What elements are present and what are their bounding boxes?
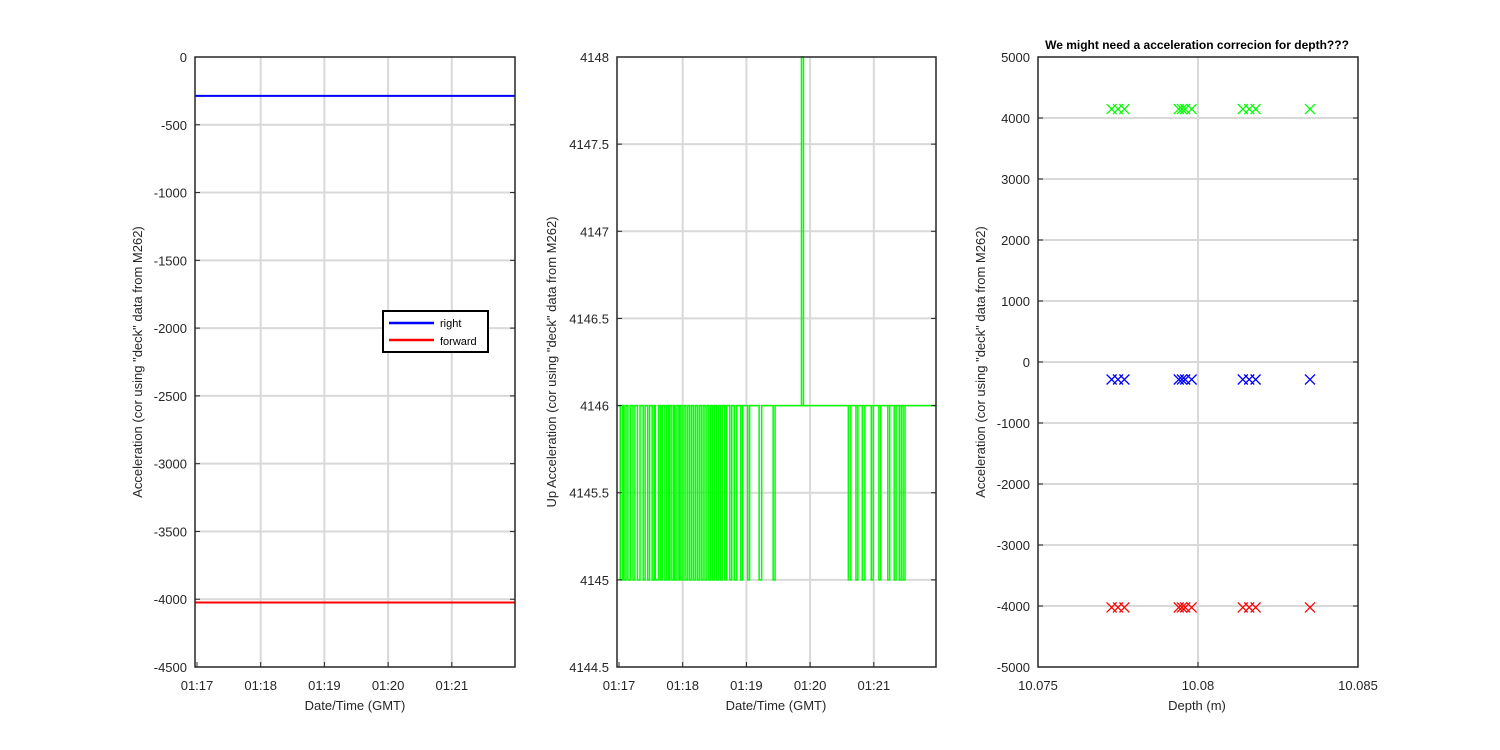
x-tick-label: 01:17 — [181, 678, 214, 693]
scatter-point-forward — [1250, 602, 1262, 613]
scatter-point-up — [1250, 103, 1262, 115]
panel-1-ticks: 01:17 01:18 01:19 01:20 01:21 0 -500 -1000 -1500… — [154, 50, 515, 693]
y-tick-label: 4146 — [580, 399, 609, 414]
x-tick-label: 01:18 — [666, 678, 699, 693]
legend-box — [382, 310, 489, 353]
scatter-point-forward — [1186, 602, 1198, 613]
y-tick-label: 4000 — [1001, 111, 1030, 126]
panel-2: 01:17 01:18 01:19 01:20 01:21 4148 4147.5 4147 4… — [544, 50, 937, 713]
panel-1: 01:17 01:18 01:19 01:20 01:21 0 -500 -1000 -1500… — [130, 50, 516, 713]
scatter-point-up — [1176, 103, 1188, 115]
scatter-point-forward — [1118, 602, 1130, 613]
panel-3-ticks: 10.075 10.08 10.085 5000 4000 3000 2000 1000 0 -1… — [997, 50, 1378, 693]
panel-1-grid — [195, 57, 515, 667]
panel-2-xlabel: Date/Time (GMT) — [726, 698, 827, 713]
panel-3-xlabel: Depth (m) — [1168, 698, 1226, 713]
x-tick-label: 01:21 — [858, 678, 891, 693]
scatter-point-up — [1186, 103, 1198, 115]
y-tick-label: -2000 — [154, 321, 187, 336]
y-tick-label: 3000 — [1001, 172, 1030, 187]
y-tick-label: 4148 — [580, 50, 609, 65]
y-tick-label: -3000 — [997, 538, 1030, 553]
panel-2-ticks: 01:17 01:18 01:19 01:20 01:21 4148 4147.5 4147 4… — [569, 50, 936, 693]
scatter-point-up — [1304, 103, 1316, 115]
x-tick-label: 01:20 — [794, 678, 827, 693]
x-tick-label: 01:21 — [436, 678, 469, 693]
scatter-point-right — [1118, 374, 1130, 385]
x-tick-label: 01:18 — [244, 678, 277, 693]
y-tick-label: -4000 — [154, 592, 187, 607]
y-tick-label: -1000 — [154, 186, 187, 201]
y-tick-label: 4145 — [580, 573, 609, 588]
y-tick-label: 4145.5 — [569, 486, 609, 501]
panel-3-ylabel: Acceleration (cor using "deck" data from… — [973, 226, 988, 498]
x-tick-label: 10.08 — [1182, 678, 1215, 693]
y-tick-label: -1500 — [154, 253, 187, 268]
x-tick-label: 01:17 — [603, 678, 636, 693]
y-tick-label: -2000 — [997, 477, 1030, 492]
y-tick-label: -3000 — [154, 457, 187, 472]
panel-2-frame — [616, 56, 937, 668]
y-tick-label: -4500 — [154, 660, 187, 675]
panel-2-series — [617, 56, 936, 581]
panel-1-background — [195, 57, 515, 667]
scatter-point-forward — [1176, 602, 1188, 613]
y-tick-label: 0 — [1023, 355, 1030, 370]
legend-right-label: right — [440, 318, 461, 330]
panel-3-series — [1106, 103, 1316, 613]
y-tick-label: 1000 — [1001, 294, 1030, 309]
x-tick-label: 01:19 — [308, 678, 341, 693]
scatter-point-right — [1186, 374, 1198, 385]
panel-1-xlabel: Date/Time (GMT) — [305, 698, 406, 713]
x-tick-label: 01:20 — [372, 678, 405, 693]
y-tick-label: 4146.5 — [569, 311, 609, 326]
panel-1-series — [195, 94, 515, 604]
scatter-point-right — [1304, 374, 1316, 385]
y-tick-label: 4147 — [580, 224, 609, 239]
y-tick-label: -2500 — [154, 389, 187, 404]
panel-1-frame — [194, 56, 516, 668]
x-tick-label: 01:19 — [730, 678, 763, 693]
y-tick-label: 0 — [180, 50, 187, 65]
y-tick-label: -500 — [161, 118, 187, 133]
legend-forward-label: forward — [440, 336, 477, 348]
panel-2-ylabel: Up Acceleration (cor using "deck" data f… — [544, 216, 559, 507]
y-tick-label: -3500 — [154, 524, 187, 539]
scatter-point-right — [1176, 374, 1188, 385]
scatter-point-right — [1250, 374, 1262, 385]
y-tick-label: 5000 — [1001, 50, 1030, 65]
scatter-point-up — [1118, 103, 1130, 115]
y-tick-label: -5000 — [997, 660, 1030, 675]
y-tick-label: 4144.5 — [569, 660, 609, 675]
x-tick-label: 10.075 — [1018, 678, 1058, 693]
scatter-point-forward — [1304, 602, 1316, 613]
y-tick-label: -1000 — [997, 416, 1030, 431]
panel-1-legend: right forward — [382, 310, 489, 353]
y-tick-label: 4147.5 — [569, 137, 609, 152]
y-tick-label: -4000 — [997, 599, 1030, 614]
panel-1-ylabel: Acceleration (cor using "deck" data from… — [130, 226, 145, 498]
series-line-up — [617, 56, 936, 581]
panel-3-grid — [1038, 57, 1358, 667]
panel-3-title: We might need a acceleration correcion f… — [1045, 38, 1349, 52]
panel-3: 10.075 10.08 10.085 5000 4000 3000 2000 1000 0 -1… — [973, 38, 1378, 713]
y-tick-label: 2000 — [1001, 233, 1030, 248]
x-tick-label: 10.085 — [1338, 678, 1378, 693]
